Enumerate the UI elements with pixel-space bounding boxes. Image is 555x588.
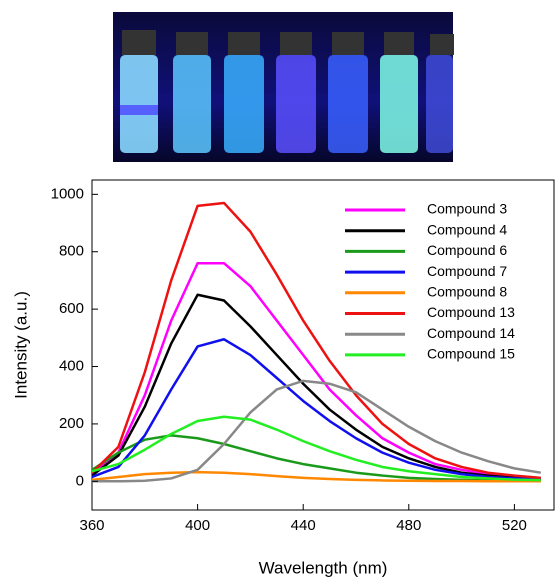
x-tick-label: 440 bbox=[291, 517, 316, 534]
x-tick-label: 360 bbox=[79, 517, 104, 534]
plot-frame bbox=[91, 179, 555, 511]
series-line bbox=[92, 293, 541, 481]
plot-area bbox=[92, 201, 542, 483]
x-tick-label: 520 bbox=[502, 517, 527, 534]
legend-label: Compound 6 bbox=[427, 242, 507, 258]
vial-cap bbox=[332, 32, 364, 55]
legend-label: Compound 4 bbox=[427, 221, 507, 237]
vial bbox=[328, 55, 368, 153]
vial-cap bbox=[176, 32, 208, 55]
vial-cap bbox=[122, 30, 156, 55]
y-tick-label: 600 bbox=[59, 300, 84, 317]
photo bbox=[113, 12, 454, 162]
vial bbox=[380, 55, 418, 153]
legend-label: Compound 14 bbox=[427, 325, 515, 341]
series-line bbox=[92, 379, 542, 483]
series-line bbox=[92, 470, 541, 483]
vial-cap bbox=[228, 32, 260, 55]
legend-label: Compound 3 bbox=[427, 201, 507, 217]
vial-cap bbox=[430, 34, 454, 55]
series-line bbox=[92, 338, 541, 481]
x-tick-label: 400 bbox=[185, 517, 210, 534]
series-line bbox=[92, 415, 541, 482]
series-line bbox=[92, 261, 541, 480]
vials bbox=[120, 30, 454, 153]
legend-label: Compound 7 bbox=[427, 263, 507, 279]
y-tick-label: 400 bbox=[59, 357, 84, 374]
series-line bbox=[92, 201, 541, 480]
y-tick-label: 200 bbox=[59, 415, 84, 432]
vial bbox=[120, 55, 158, 153]
y-tick-label: 1000 bbox=[51, 185, 84, 202]
y-axis-label: Intensity (a.u.) bbox=[11, 291, 30, 399]
vial bbox=[426, 55, 453, 153]
vial-cap bbox=[384, 32, 414, 55]
legend-label: Compound 8 bbox=[427, 284, 507, 300]
x-axis-label: Wavelength (nm) bbox=[259, 558, 388, 577]
vial-cap bbox=[280, 32, 312, 55]
legend-label: Compound 13 bbox=[427, 304, 515, 320]
vial bbox=[173, 55, 211, 153]
x-tick-label: 480 bbox=[396, 517, 421, 534]
y-tick-label: 800 bbox=[59, 243, 84, 260]
vial bbox=[224, 55, 264, 153]
vial-band bbox=[120, 105, 158, 115]
legend-label: Compound 15 bbox=[427, 346, 515, 362]
y-tick-label: 0 bbox=[76, 472, 84, 489]
vial bbox=[276, 55, 316, 153]
